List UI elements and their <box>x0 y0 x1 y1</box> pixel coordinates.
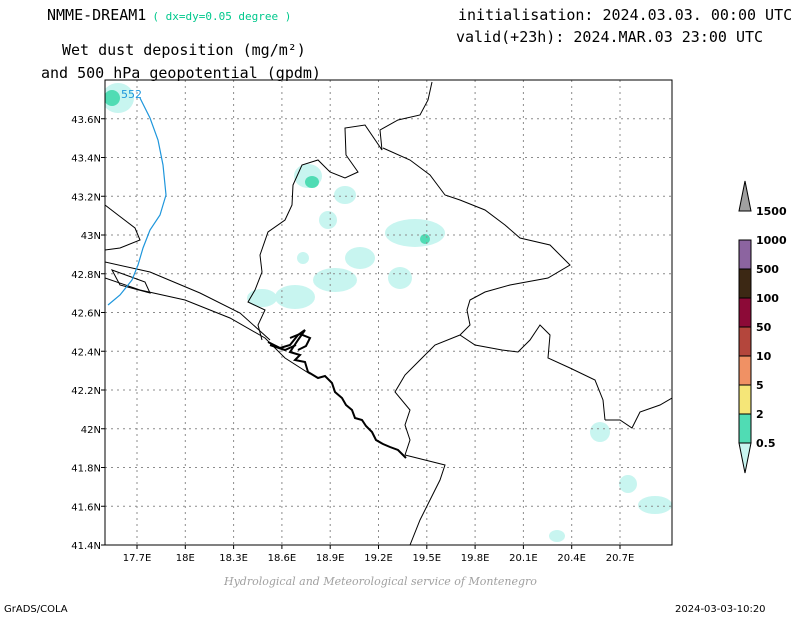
deposition-area <box>305 176 319 188</box>
legend-label: 1000 <box>756 234 787 247</box>
lat-tick-label: 42.6N <box>71 309 101 320</box>
lat-tick-label: 41.8N <box>71 464 101 475</box>
legend-swatch <box>738 326 752 357</box>
contour-label: 552 <box>121 88 142 101</box>
legend-swatch <box>738 268 752 299</box>
geopotential-contour <box>107 97 167 306</box>
lon-tick-label: 20.1E <box>509 553 538 564</box>
lat-tick-label: 43.2N <box>71 192 101 203</box>
deposition-area <box>619 475 637 493</box>
deposition-area <box>420 234 430 244</box>
legend-label: 0.5 <box>756 437 776 450</box>
lon-tick-label: 18E <box>176 553 195 564</box>
deposition-area <box>313 268 357 292</box>
deposition-area <box>275 285 315 309</box>
legend-label: 5 <box>756 379 764 392</box>
valid-time: valid(+23h): 2024.MAR.03 23:00 UTC <box>456 28 764 46</box>
legend-label: 100 <box>756 292 779 305</box>
lon-tick-label: 17.7E <box>123 553 152 564</box>
coast-line <box>267 329 407 459</box>
deposition-area <box>345 247 375 269</box>
lat-tick-label: 42N <box>81 425 101 436</box>
islands <box>110 269 151 294</box>
latitude-axis: 41.4N 41.6N 41.8N 42N 42.2N 42.4N 42.6N 42.8N 43… <box>71 115 105 552</box>
map-title-line-2: and 500 hPa geopotential (gpdm) <box>41 64 321 82</box>
color-legend: 0.5 2 5 10 50 100 500 1000 1500 <box>738 180 787 474</box>
country-border <box>605 397 672 429</box>
map-lines <box>105 81 672 545</box>
legend-swatch <box>738 239 752 270</box>
longitude-axis: 17.7E 18E 18.3E 18.6E 18.9E 19.2E 19.5E 19.8E 20… <box>123 545 635 564</box>
legend-swatch <box>738 297 752 328</box>
deposition-area <box>247 289 277 307</box>
credit-text: Hydrological and Meteorological service … <box>224 575 537 588</box>
lat-tick-label: 42.2N <box>71 386 101 397</box>
country-border <box>394 334 461 456</box>
initialisation-time: initialisation: 2024.03.03. 00:00 UTC <box>458 6 793 24</box>
legend-swatch <box>738 413 752 444</box>
deposition-area <box>385 219 445 247</box>
lat-tick-label: 42.8N <box>71 270 101 281</box>
lat-tick-label: 43.4N <box>71 154 101 165</box>
deposition-area <box>334 186 356 204</box>
legend-swatch <box>738 355 752 386</box>
coast-line <box>105 261 271 341</box>
deposition-area <box>319 211 337 229</box>
country-border <box>105 204 141 251</box>
model-name: NMME-DREAM1( dx=dy=0.05 degree ) <box>47 6 292 24</box>
legend-swatch <box>738 442 752 474</box>
lat-tick-label: 43N <box>81 231 101 242</box>
deposition-area <box>590 422 610 442</box>
lon-tick-label: 19.2E <box>364 553 393 564</box>
deposition-shading <box>105 83 672 542</box>
lat-tick-label: 42.4N <box>71 347 101 358</box>
map-title-line-1: Wet dust deposition (mg/m²) <box>62 41 306 59</box>
software-label: GrADS/COLA <box>4 604 68 615</box>
lat-tick-label: 41.6N <box>71 502 101 513</box>
lon-tick-label: 18.6E <box>268 553 297 564</box>
deposition-area <box>549 530 565 542</box>
legend-swatch <box>738 384 752 415</box>
country-border <box>404 454 446 545</box>
lon-tick-label: 19.5E <box>413 553 442 564</box>
legend-label: 1500 <box>756 205 787 218</box>
lon-tick-label: 18.3E <box>219 553 248 564</box>
deposition-area <box>638 496 672 514</box>
lat-tick-label: 41.4N <box>71 541 101 552</box>
country-border <box>247 81 433 341</box>
coast-line <box>269 332 312 352</box>
graticule <box>105 80 672 545</box>
deposition-area <box>388 267 412 289</box>
lon-tick-label: 20.4E <box>557 553 586 564</box>
lon-tick-label: 20.7E <box>606 553 635 564</box>
legend-label: 10 <box>756 350 772 363</box>
lat-tick-label: 43.6N <box>71 115 101 126</box>
deposition-area <box>105 90 120 106</box>
country-border <box>382 147 571 336</box>
generation-timestamp: 2024-03-03-10:20 <box>675 604 766 615</box>
legend-label: 50 <box>756 321 772 334</box>
deposition-area <box>297 252 309 264</box>
grid-resolution: ( dx=dy=0.05 degree ) <box>152 10 292 23</box>
legend-label: 2 <box>756 408 764 421</box>
lon-tick-label: 18.9E <box>316 553 345 564</box>
legend-label: 500 <box>756 263 779 276</box>
legend-swatch <box>738 180 752 212</box>
lon-tick-label: 19.8E <box>461 553 490 564</box>
country-border <box>459 324 606 421</box>
